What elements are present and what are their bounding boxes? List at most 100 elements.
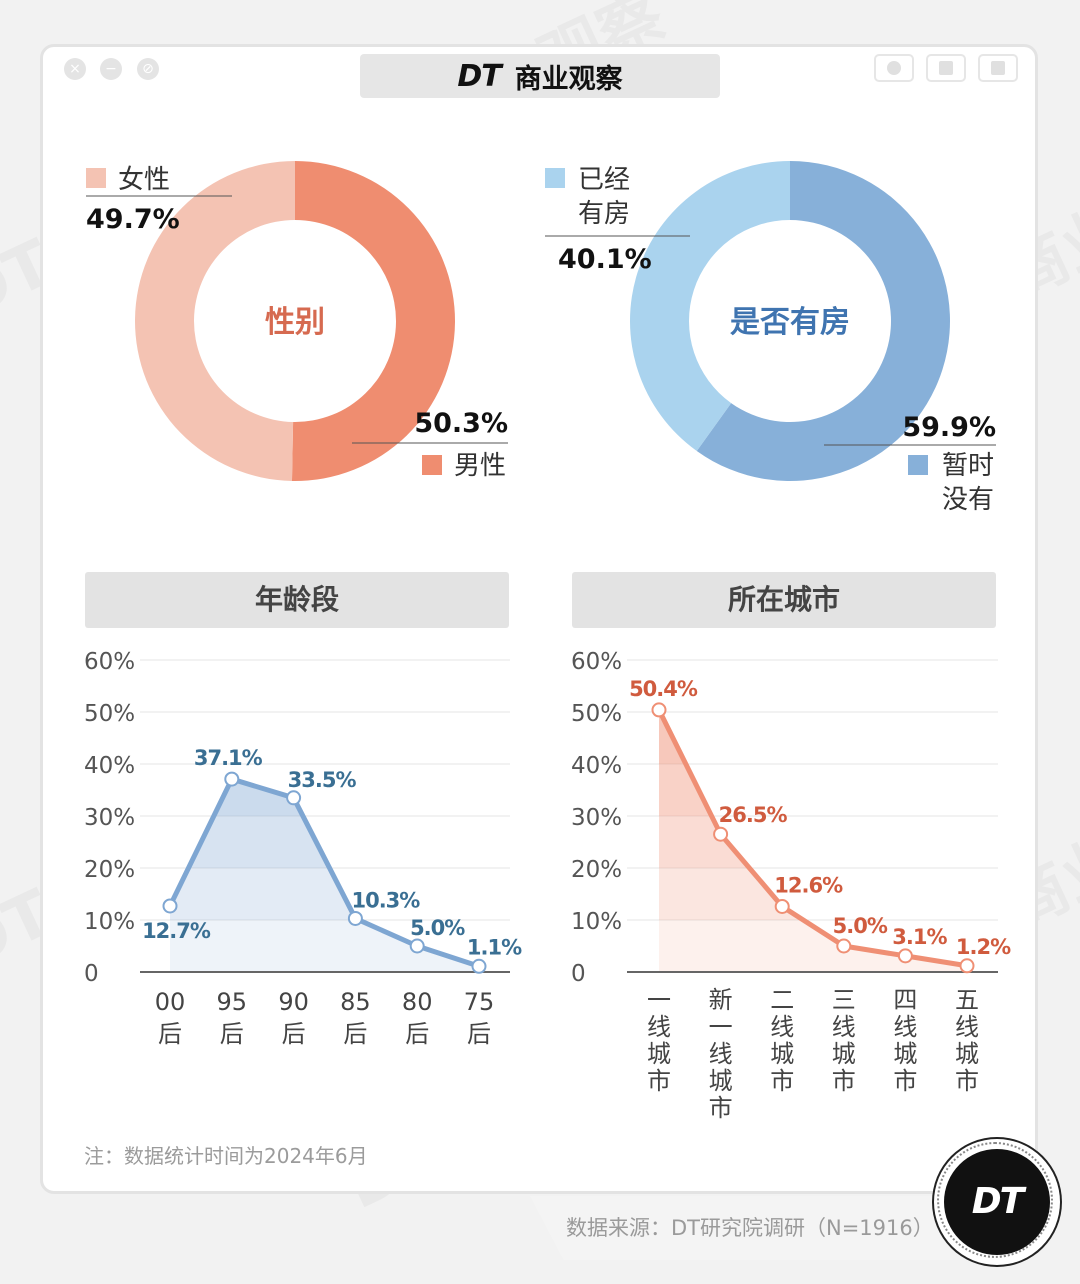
legend-swatch bbox=[86, 168, 106, 188]
area-band bbox=[170, 868, 479, 920]
data-point bbox=[897, 948, 913, 964]
data-label: 1.2% bbox=[956, 935, 1011, 959]
city-section-header: 所在城市 bbox=[572, 572, 996, 628]
gender-donut-chart: 性别 女性 49.7% 50.3% 男性 bbox=[86, 161, 508, 481]
close-icon[interactable]: × bbox=[64, 58, 86, 80]
x-tick-label: 一 bbox=[647, 986, 671, 1014]
dt-badge-logo: DT bbox=[944, 1149, 1050, 1255]
record-button[interactable] bbox=[874, 54, 914, 82]
x-tick-label: 90 bbox=[278, 988, 309, 1016]
x-tick-label: 城 bbox=[709, 1067, 733, 1095]
y-tick-label: 30% bbox=[84, 805, 135, 831]
donut-slice bbox=[134, 161, 295, 481]
y-tick-label: 10% bbox=[571, 909, 622, 935]
page-title: 商业观察 bbox=[514, 63, 623, 95]
data-point bbox=[286, 790, 302, 806]
data-point bbox=[651, 702, 667, 718]
y-tick-label: 50% bbox=[84, 701, 135, 727]
x-tick-label: 线 bbox=[955, 1013, 979, 1041]
legend-label: 暂时 bbox=[942, 451, 994, 481]
y-tick-label: 20% bbox=[571, 857, 622, 883]
data-label: 59.9% bbox=[902, 412, 996, 443]
legend-swatch bbox=[422, 455, 442, 475]
data-label: 40.1% bbox=[558, 244, 652, 275]
x-tick-label: 80 bbox=[402, 988, 433, 1016]
data-label: 5.0% bbox=[410, 916, 465, 940]
legend-label: 有房 bbox=[578, 199, 630, 229]
x-tick-label: 市 bbox=[647, 1067, 671, 1095]
x-tick-label: 城 bbox=[955, 1040, 979, 1068]
x-tick-label: 城 bbox=[647, 1040, 671, 1068]
x-tick-label: 后 bbox=[220, 1020, 244, 1048]
area-band bbox=[170, 660, 479, 712]
y-tick-label: 0 bbox=[571, 961, 586, 987]
share-icon bbox=[939, 61, 953, 75]
data-point bbox=[224, 771, 240, 787]
area-band bbox=[659, 816, 967, 868]
x-tick-label: 线 bbox=[832, 1013, 856, 1041]
x-tick-label: 城 bbox=[770, 1040, 794, 1068]
record-icon bbox=[887, 61, 901, 75]
y-tick-label: 40% bbox=[571, 753, 622, 779]
data-label: 33.5% bbox=[288, 768, 357, 792]
dt-logo: DT bbox=[457, 58, 501, 94]
legend-swatch bbox=[908, 455, 928, 475]
x-tick-label: 市 bbox=[955, 1067, 979, 1095]
data-point bbox=[774, 898, 790, 914]
copy-button[interactable] bbox=[978, 54, 1018, 82]
data-label: 10.3% bbox=[351, 888, 420, 912]
x-tick-label: 75 bbox=[464, 988, 495, 1016]
data-label: 50.4% bbox=[629, 677, 698, 701]
area-band bbox=[659, 709, 967, 712]
data-point bbox=[471, 958, 487, 974]
x-tick-label: 后 bbox=[282, 1020, 306, 1048]
dt-badge: DT bbox=[932, 1137, 1062, 1267]
x-tick-label: 三 bbox=[832, 986, 856, 1014]
x-tick-label: 95 bbox=[217, 988, 248, 1016]
legend-swatch bbox=[545, 168, 565, 188]
data-label: 12.7% bbox=[142, 919, 211, 943]
legend-label: 没有 bbox=[942, 485, 994, 515]
data-label: 37.1% bbox=[194, 746, 263, 770]
city-area-chart: 0 10% 20% 30% 40% 50% 60% 50.4% 26.5% 12.6% 5.0% 3.… bbox=[571, 649, 1012, 1122]
block-icon[interactable]: ⊘ bbox=[137, 58, 159, 80]
age-area-chart: 0 10% 20% 30% 40% 50% 60% 12.7% 37.1% 33.5% 10.3% 5… bbox=[84, 649, 523, 1048]
y-tick-label: 10% bbox=[84, 909, 135, 935]
data-point bbox=[409, 938, 425, 954]
series-line bbox=[167, 776, 480, 969]
data-point bbox=[959, 958, 975, 974]
x-tick-label: 后 bbox=[467, 1020, 491, 1048]
data-source: 数据来源：DT研究院调研（N=1916） bbox=[566, 1216, 934, 1240]
legend-label: 男性 bbox=[454, 451, 506, 481]
x-tick-label: 四 bbox=[893, 986, 917, 1014]
data-label: 12.6% bbox=[774, 873, 843, 897]
minimize-icon[interactable]: − bbox=[100, 58, 122, 80]
y-tick-label: 0 bbox=[84, 961, 99, 987]
data-label: 5.0% bbox=[833, 914, 888, 938]
x-tick-label: 线 bbox=[647, 1013, 671, 1041]
x-tick-label: 85 bbox=[340, 988, 371, 1016]
y-tick-label: 60% bbox=[84, 649, 135, 675]
y-tick-label: 50% bbox=[571, 701, 622, 727]
data-point bbox=[713, 826, 729, 842]
donut-slice bbox=[630, 161, 790, 452]
data-label: 50.3% bbox=[414, 408, 508, 439]
donut-title: 是否有房 bbox=[730, 305, 850, 340]
x-tick-label: 一 bbox=[709, 1013, 733, 1041]
x-tick-label: 城 bbox=[893, 1040, 917, 1068]
x-tick-label: 新 bbox=[709, 986, 733, 1014]
x-tick-label: 后 bbox=[158, 1020, 182, 1048]
data-label: 3.1% bbox=[892, 925, 947, 949]
x-tick-label: 五 bbox=[955, 986, 979, 1014]
x-tick-label: 线 bbox=[893, 1013, 917, 1041]
donut-slice bbox=[291, 161, 455, 481]
data-point bbox=[836, 938, 852, 954]
x-tick-label: 后 bbox=[343, 1020, 367, 1048]
x-tick-label: 市 bbox=[770, 1067, 794, 1095]
series-line bbox=[656, 708, 968, 969]
share-button[interactable] bbox=[926, 54, 966, 82]
y-tick-label: 30% bbox=[571, 805, 622, 831]
donut-title: 性别 bbox=[265, 305, 325, 340]
